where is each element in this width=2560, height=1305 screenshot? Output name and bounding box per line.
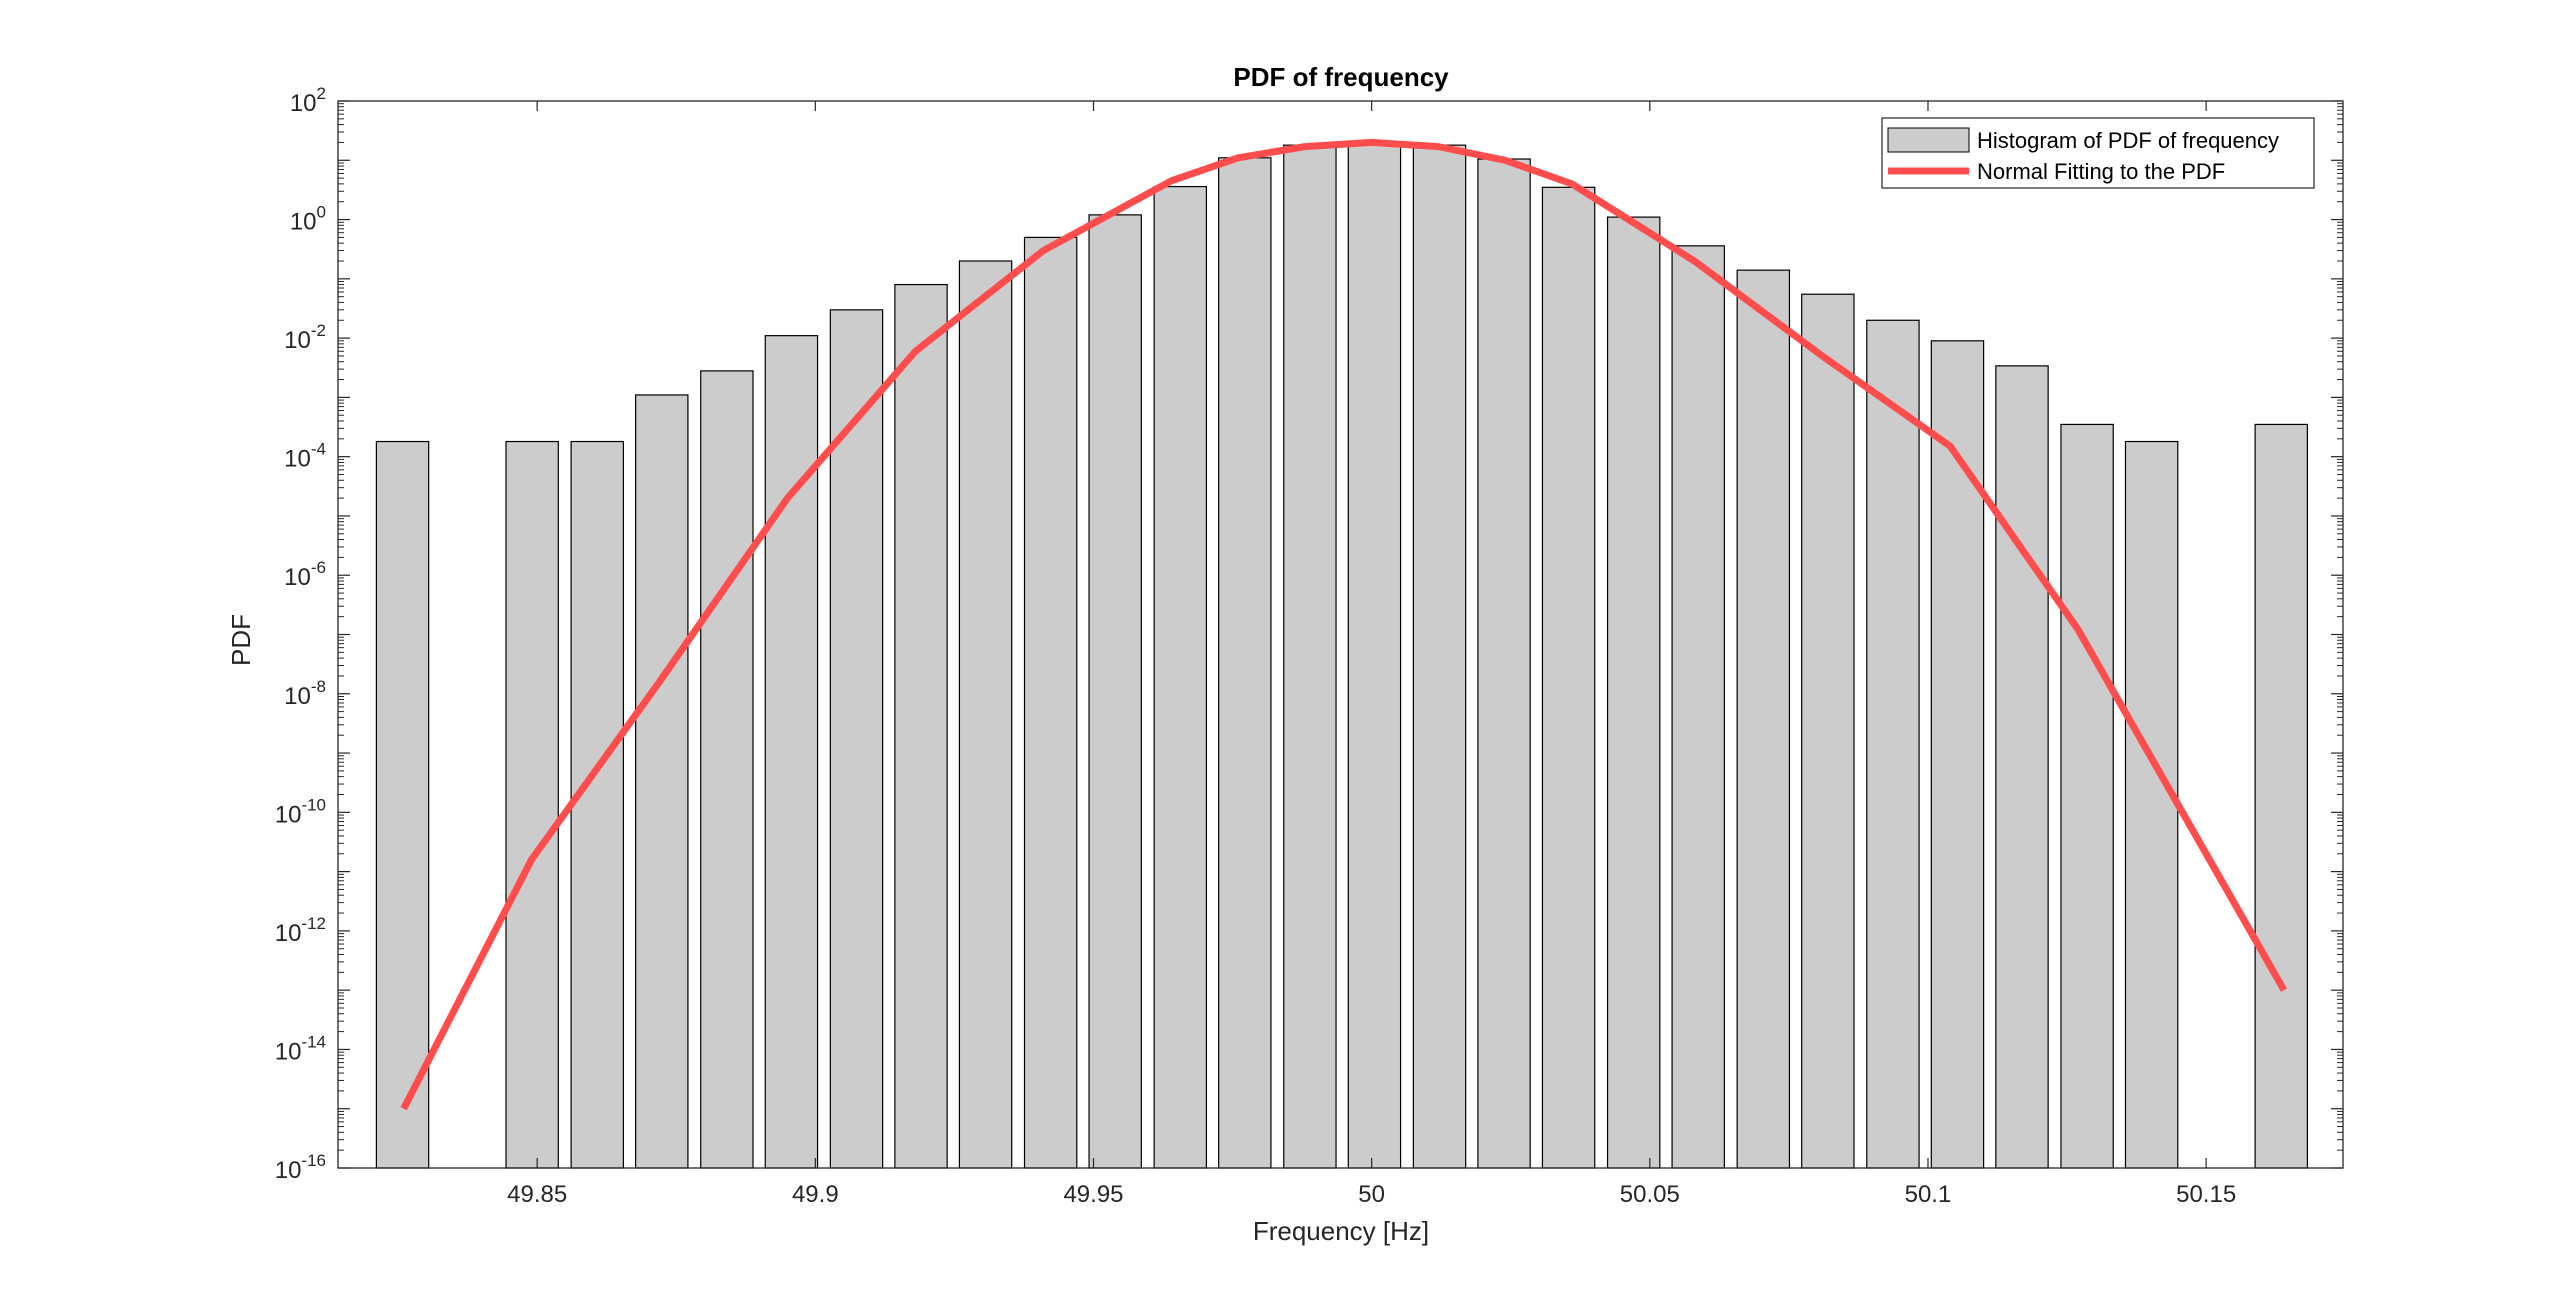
histogram-bar xyxy=(1671,245,1725,1169)
normal-fit-line xyxy=(400,138,2288,1111)
x-tick-label: 49.95 xyxy=(1063,1181,1123,1208)
y-tick-label: 102 xyxy=(290,84,326,117)
histogram-bar xyxy=(1930,340,1985,1169)
y-tick-label: 10-10 xyxy=(275,795,326,828)
histogram-bar xyxy=(1801,293,1855,1169)
legend-swatch-histogram xyxy=(1887,127,1970,153)
x-tick-label: 49.85 xyxy=(507,1181,567,1208)
legend: Histogram of PDF of frequency Normal Fit… xyxy=(1881,117,2315,189)
histogram-bar xyxy=(764,335,819,1169)
histogram-bar xyxy=(1541,186,1596,1169)
histogram-bar xyxy=(570,440,624,1169)
histogram-bar xyxy=(2124,440,2179,1169)
y-tick-label: 100 xyxy=(290,203,326,236)
chart-title: PDF of frequency xyxy=(1233,62,1449,92)
x-axis-label: Frequency [Hz] xyxy=(1253,1216,1429,1246)
histogram-bar xyxy=(958,260,1013,1169)
histogram-bar xyxy=(1606,216,1661,1169)
y-tick-label: 10-4 xyxy=(284,440,326,473)
histogram-bar xyxy=(505,440,559,1169)
histogram-bar xyxy=(1477,158,1531,1169)
histogram-bar xyxy=(635,394,689,1169)
y-tick-label: 10-12 xyxy=(275,914,326,947)
x-tick-label: 50.15 xyxy=(2176,1181,2236,1208)
histogram-bar xyxy=(1153,185,1208,1169)
histogram-bar xyxy=(1218,157,1272,1169)
histogram-bar xyxy=(894,283,948,1169)
axes-layer: 49.85 49.9 49.95 50 50.05 50.1 50.15 102 100 10-2… xyxy=(275,84,2344,1208)
line-layer xyxy=(400,138,2288,1111)
histogram-bar xyxy=(1347,141,1402,1169)
bars-layer xyxy=(375,141,2308,1169)
y-tick-label: 10-16 xyxy=(275,1151,326,1184)
y-tick-label: 10-6 xyxy=(284,558,326,591)
histogram-bar xyxy=(700,370,754,1169)
y-tick-label: 10-14 xyxy=(275,1032,326,1065)
histogram-bar xyxy=(2254,423,2308,1169)
histogram-bar xyxy=(2060,423,2114,1169)
histogram-bar xyxy=(1866,319,1920,1169)
histogram-bar xyxy=(829,309,884,1169)
histogram-bar xyxy=(1088,214,1142,1169)
histogram-bar xyxy=(375,440,430,1169)
histogram-bar xyxy=(1412,144,1467,1169)
y-tick-label: 10-2 xyxy=(284,321,326,354)
histogram-bar xyxy=(1736,269,1791,1169)
y-axis-label: PDF xyxy=(226,614,256,666)
histogram-bar xyxy=(1023,236,1078,1169)
legend-label-normal-fit: Normal Fitting to the PDF xyxy=(1977,159,2225,184)
histogram-bar xyxy=(1283,144,1337,1169)
x-tick-label: 50.1 xyxy=(1905,1181,1952,1208)
x-tick-label: 50 xyxy=(1358,1181,1385,1208)
y-tick-label: 10-8 xyxy=(284,677,326,710)
x-tick-label: 50.05 xyxy=(1620,1181,1680,1208)
histogram-bar xyxy=(1995,365,2049,1169)
legend-label-histogram: Histogram of PDF of frequency xyxy=(1977,128,2279,153)
x-tick-label: 49.9 xyxy=(792,1181,839,1208)
